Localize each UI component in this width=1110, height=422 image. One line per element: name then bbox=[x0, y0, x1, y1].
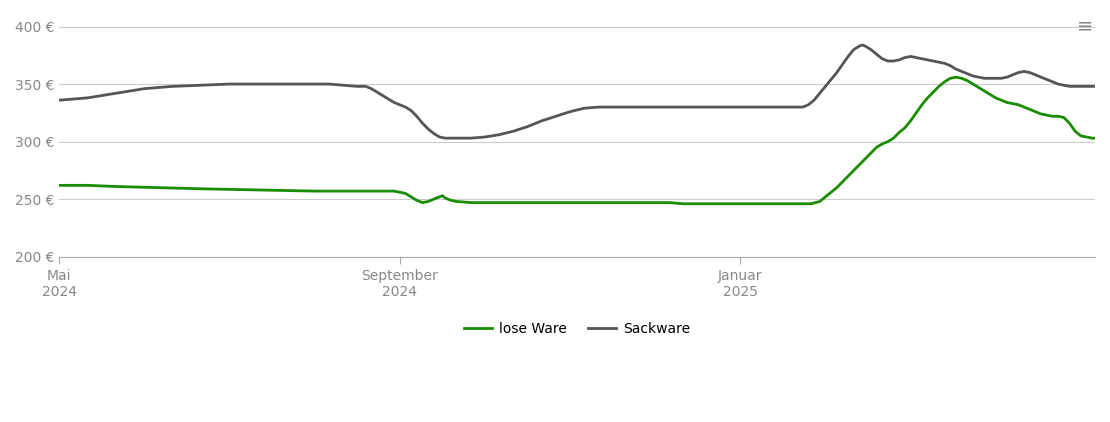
Legend: lose Ware, Sackware: lose Ware, Sackware bbox=[458, 316, 695, 342]
Text: ≡: ≡ bbox=[1077, 17, 1093, 36]
